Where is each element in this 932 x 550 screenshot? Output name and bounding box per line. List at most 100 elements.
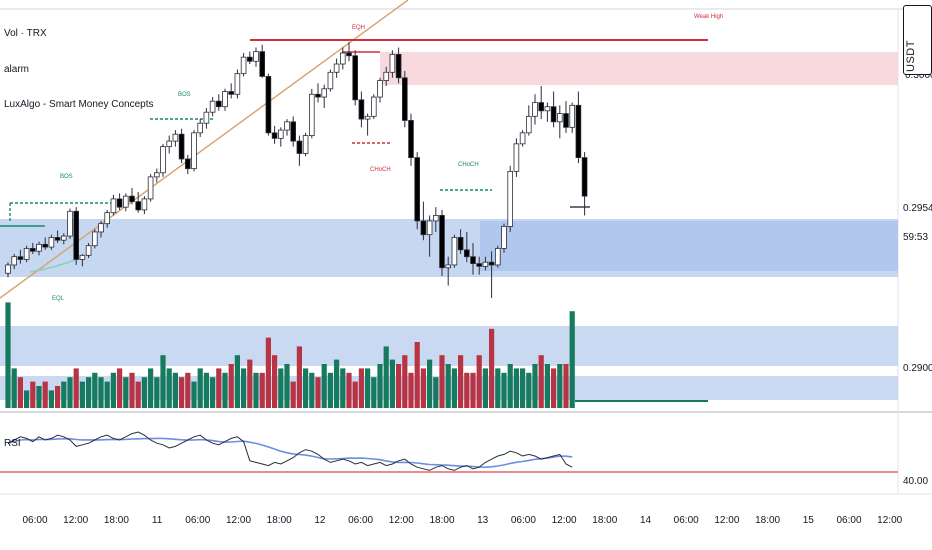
candle-down (457, 237, 464, 251)
time-tick-label: 12:00 (389, 515, 414, 526)
candle-up (333, 63, 340, 73)
candle-down (54, 237, 61, 241)
volume-bar (414, 342, 420, 408)
weak-high-label: Weak High (694, 14, 723, 20)
volume-bar (296, 346, 302, 408)
volume-bar (476, 355, 482, 408)
candle-up (222, 91, 228, 108)
legend-volume[interactable]: Vol · TRX (4, 28, 47, 39)
candle-up (79, 254, 86, 260)
volume-bar (501, 372, 507, 408)
legend-smc[interactable]: LuxAlgo - Smart Money Concepts (4, 99, 154, 110)
time-tick-label: 12:00 (63, 515, 88, 526)
candle-up (370, 96, 377, 117)
candle-down (352, 55, 358, 101)
volume-bar (222, 372, 228, 408)
candle-up (85, 245, 92, 256)
volume-bar (284, 364, 290, 408)
time-tick-label: 14 (640, 515, 652, 526)
candle-up (123, 195, 129, 208)
candle-up (203, 111, 210, 124)
volume-bar (327, 372, 333, 408)
volume-bar (154, 377, 160, 408)
candle-up (364, 115, 371, 120)
volume-bar (79, 381, 85, 408)
candle-up (147, 176, 154, 200)
volume-bar (185, 372, 191, 408)
volume-bar (551, 368, 557, 408)
volume-bar (67, 377, 73, 408)
time-tick-label: 13 (477, 515, 489, 526)
volume-bar (141, 377, 147, 408)
candle-down (296, 140, 303, 154)
candle-up (141, 198, 148, 211)
candle-up (92, 231, 98, 247)
price-label-top: 0.30000 (905, 70, 932, 81)
candle-down (395, 53, 402, 79)
volume-bar (321, 364, 327, 408)
legend-alarm[interactable]: alarm (4, 64, 30, 75)
volume-bar (17, 377, 23, 408)
volume-bar (420, 368, 426, 408)
candle-down (358, 99, 365, 120)
volume-bar (433, 377, 439, 408)
candle-down (488, 261, 495, 266)
candle-down (135, 201, 142, 211)
candle-up (284, 121, 290, 131)
candle-up (432, 215, 439, 222)
supply-zone (380, 52, 898, 85)
time-tick-label: 18:00 (755, 515, 780, 526)
volume-bar (526, 372, 532, 408)
candle-down (116, 198, 123, 208)
candle-down (463, 249, 470, 258)
volume-bar (396, 364, 402, 408)
volume-bar (172, 372, 178, 408)
time-tick-label: 12:00 (226, 515, 251, 526)
rsi-ma-line (7, 437, 573, 469)
candle-up (209, 100, 216, 113)
volume-bar (464, 372, 470, 408)
rsi-axis-label: 40.00 (903, 476, 928, 487)
candle-up (67, 210, 73, 237)
time-tick-label: 06:00 (348, 515, 373, 526)
grid-lines (0, 8, 932, 495)
volume-bar (377, 364, 383, 408)
rsi-legend[interactable]: RSI (4, 438, 21, 449)
volume-bar (383, 346, 389, 408)
candle-up (172, 133, 179, 142)
candle-up (110, 198, 117, 214)
candle-down (271, 132, 278, 139)
volume-bar (203, 372, 209, 408)
volume-bar (123, 377, 129, 408)
volume-bar (166, 368, 172, 408)
volume-bar (334, 359, 340, 408)
demand-zone-inner (480, 221, 898, 271)
volume-bar (569, 311, 575, 408)
volume-bar (470, 372, 476, 408)
symbol-badge[interactable] (903, 5, 932, 75)
time-tick-label: 06:00 (674, 515, 699, 526)
candle-up (153, 172, 160, 178)
current-price-label: 0.29543 (903, 203, 932, 214)
candle-down (73, 210, 80, 260)
candle-down (420, 220, 427, 236)
candle-up (482, 261, 489, 267)
time-tick-label: 18:00 (429, 515, 454, 526)
volume-bar (439, 355, 445, 408)
candle-up (321, 88, 327, 98)
eql-label: EQL (52, 296, 65, 302)
candle-down (215, 100, 222, 108)
volume-bar (482, 368, 488, 408)
volume-bar (216, 368, 222, 408)
time-tick-label: 06:00 (185, 515, 210, 526)
candle-up (513, 143, 520, 172)
candle-down (550, 106, 557, 123)
candle-up (519, 132, 526, 145)
volume-bar (389, 359, 395, 408)
candle-up (507, 170, 513, 227)
candle-up (253, 51, 259, 62)
candle-up (327, 71, 334, 90)
candle-up (569, 104, 575, 128)
candle-up (383, 71, 389, 81)
